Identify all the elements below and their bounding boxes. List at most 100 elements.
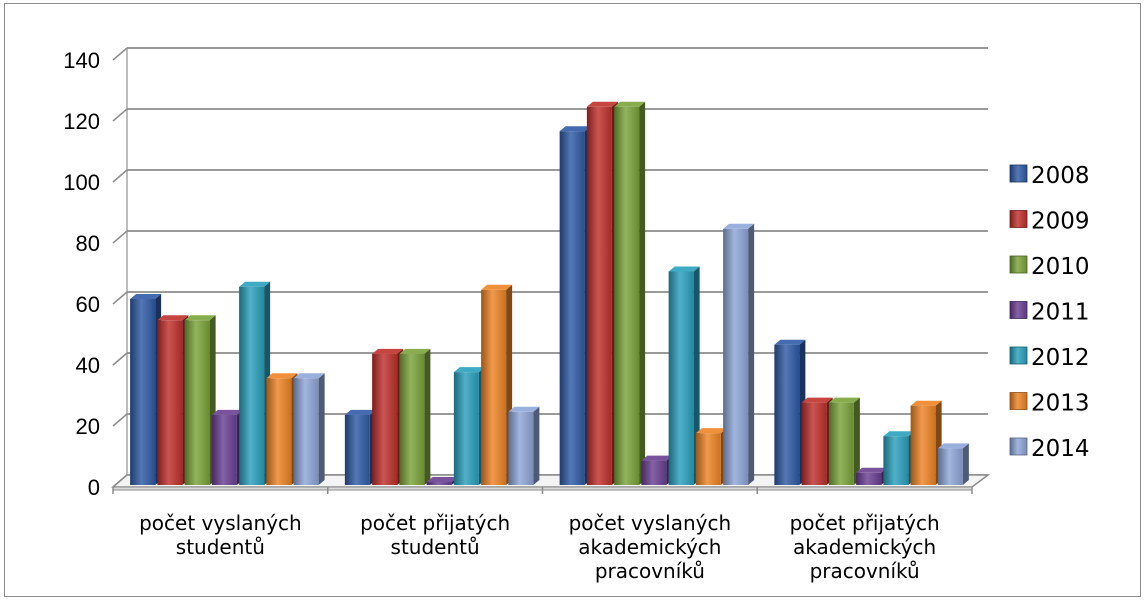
bar-2012 (239, 286, 265, 485)
legend-label: 2014 (1031, 436, 1090, 462)
bar-top (614, 101, 646, 107)
bar-top (184, 315, 216, 321)
gridline-side (112, 108, 128, 122)
bar-2010 (399, 353, 425, 485)
bar-2012 (453, 372, 479, 485)
bar-side (962, 443, 969, 485)
y-tick-label: 80 (76, 231, 100, 256)
bar-2014 (723, 228, 749, 486)
bar-top (856, 467, 888, 473)
bar-top (481, 284, 513, 290)
x-category-label: počet vyslaných (139, 511, 302, 535)
bar-top (372, 348, 404, 354)
legend-swatch-2014 (1009, 437, 1028, 456)
bar-2009 (586, 106, 612, 486)
bar-2013 (266, 378, 292, 485)
bar-2011 (426, 481, 452, 485)
bar-2012 (883, 436, 909, 485)
bar-top (426, 476, 458, 482)
bar-2009 (372, 353, 398, 485)
bar-top (399, 348, 431, 354)
bar-2013 (481, 289, 507, 485)
bar-side (748, 223, 755, 486)
gridline-side (112, 169, 128, 183)
legend-swatch-2009 (1009, 210, 1028, 228)
legend-label: 2012 (1031, 345, 1090, 371)
bar-top (723, 223, 755, 229)
x-category-label: počet přijatých (790, 511, 940, 535)
legend-swatch-2011 (1009, 301, 1028, 319)
bar-side (853, 397, 860, 485)
x-category-label: studentů (176, 535, 265, 559)
bar-top (130, 293, 162, 299)
bar-top (695, 428, 727, 434)
bar-2014 (293, 378, 319, 485)
y-tick-label: 40 (76, 353, 100, 378)
bar-side (318, 373, 325, 485)
bar-2009 (801, 402, 827, 485)
bar-top (828, 397, 860, 403)
bar-top (774, 339, 806, 345)
legend-swatch-2010 (1009, 255, 1028, 274)
bar-top (801, 397, 833, 403)
bar-2014 (508, 411, 534, 485)
bar-top (211, 409, 243, 415)
bar-top (883, 431, 915, 437)
bar-2011 (856, 472, 882, 485)
bar-side (639, 101, 646, 486)
bar-top (266, 373, 298, 379)
gridline-side (112, 230, 128, 244)
bar-2009 (157, 320, 183, 485)
legend-label: 2009 (1031, 209, 1090, 235)
y-tick-label: 120 (63, 109, 100, 134)
legend-label: 2011 (1031, 300, 1090, 326)
x-category-label: pracovníků (595, 559, 705, 583)
bar-top (157, 315, 189, 321)
x-category-label: akademických (578, 535, 721, 559)
bar-2011 (641, 460, 667, 485)
bar-2008 (774, 344, 800, 485)
bar-top (453, 367, 485, 373)
x-category-label: akademických (793, 535, 936, 559)
bar-2008 (344, 414, 370, 485)
bar-top (668, 266, 700, 272)
x-category-label: studentů (391, 535, 480, 559)
legend-swatch-2012 (1009, 346, 1028, 365)
bar-top (239, 281, 271, 287)
bar-top (586, 101, 618, 107)
bar-2010 (184, 320, 210, 485)
bar-top (508, 406, 540, 412)
legend-label: 2010 (1031, 254, 1090, 280)
bar-top (293, 373, 325, 379)
bar-2010 (614, 106, 640, 486)
bar-side (424, 348, 431, 485)
legend-swatch-2013 (1009, 392, 1028, 410)
gridline-side (112, 291, 128, 305)
bar-2013 (910, 405, 936, 485)
x-category-label: počet přijatých (360, 511, 510, 535)
bar-2013 (695, 433, 721, 485)
legend-label: 2013 (1031, 391, 1090, 417)
x-category-label: pracovníků (810, 559, 920, 583)
bar-top (344, 409, 376, 415)
bar-top (641, 455, 673, 461)
bar-top (910, 400, 942, 406)
legend-label: 2008 (1031, 163, 1090, 189)
x-category-label: počet vyslaných (569, 511, 732, 535)
bar-2012 (668, 271, 694, 485)
bar-top (559, 126, 591, 132)
y-tick-label: 140 (63, 48, 100, 73)
bar-top (937, 443, 969, 449)
bar-2011 (211, 414, 237, 485)
gridline-side (112, 413, 128, 427)
bar-2008 (559, 131, 585, 485)
y-tick-label: 20 (76, 414, 100, 439)
bar-2008 (130, 298, 156, 485)
bar-side (693, 266, 700, 485)
bar-2014 (937, 448, 963, 485)
legend-swatch-2008 (1009, 164, 1028, 183)
bar-side (533, 406, 540, 485)
y-tick-label: 60 (76, 292, 100, 317)
y-tick-label: 0 (88, 475, 100, 500)
